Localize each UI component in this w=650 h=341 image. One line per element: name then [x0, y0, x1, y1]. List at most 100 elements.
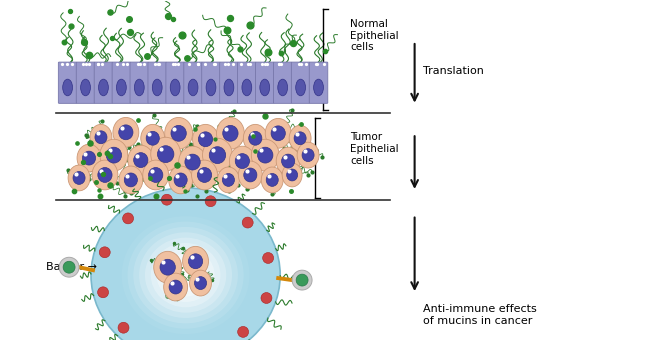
- Ellipse shape: [209, 147, 226, 164]
- Ellipse shape: [180, 270, 191, 281]
- Ellipse shape: [91, 188, 280, 341]
- FancyBboxPatch shape: [274, 62, 292, 103]
- Ellipse shape: [151, 243, 220, 307]
- Ellipse shape: [73, 172, 85, 184]
- Ellipse shape: [174, 173, 187, 187]
- Ellipse shape: [162, 254, 209, 297]
- Ellipse shape: [194, 277, 207, 290]
- Ellipse shape: [244, 168, 257, 182]
- Circle shape: [242, 217, 253, 228]
- Circle shape: [59, 257, 79, 277]
- Ellipse shape: [113, 117, 139, 147]
- FancyBboxPatch shape: [130, 62, 149, 103]
- Ellipse shape: [297, 142, 319, 168]
- Circle shape: [98, 287, 109, 298]
- FancyBboxPatch shape: [291, 62, 310, 103]
- Ellipse shape: [249, 131, 262, 145]
- Ellipse shape: [198, 132, 213, 147]
- Ellipse shape: [188, 254, 203, 269]
- FancyBboxPatch shape: [184, 62, 202, 103]
- Ellipse shape: [239, 161, 262, 189]
- Ellipse shape: [154, 251, 181, 283]
- Text: Translation: Translation: [422, 66, 484, 76]
- Ellipse shape: [289, 125, 311, 151]
- Ellipse shape: [68, 165, 90, 191]
- Ellipse shape: [198, 167, 212, 182]
- Ellipse shape: [203, 138, 233, 172]
- Circle shape: [161, 194, 172, 205]
- Ellipse shape: [276, 147, 300, 175]
- Ellipse shape: [141, 124, 164, 152]
- Ellipse shape: [169, 280, 182, 294]
- Ellipse shape: [206, 79, 216, 96]
- Ellipse shape: [92, 160, 118, 190]
- Text: Anti-immune effects
of mucins in cancer: Anti-immune effects of mucins in cancer: [422, 304, 536, 326]
- Ellipse shape: [243, 124, 267, 152]
- Ellipse shape: [116, 79, 126, 96]
- Ellipse shape: [139, 232, 232, 318]
- Ellipse shape: [242, 79, 252, 96]
- Text: Normal
Epithelial
cells: Normal Epithelial cells: [350, 19, 398, 53]
- Ellipse shape: [252, 139, 280, 171]
- Ellipse shape: [296, 79, 306, 96]
- Circle shape: [205, 196, 216, 207]
- Ellipse shape: [224, 79, 234, 96]
- Ellipse shape: [168, 259, 203, 291]
- FancyBboxPatch shape: [58, 62, 77, 103]
- FancyBboxPatch shape: [309, 62, 328, 103]
- Circle shape: [296, 274, 308, 286]
- Ellipse shape: [257, 147, 273, 163]
- Ellipse shape: [100, 139, 128, 171]
- FancyBboxPatch shape: [220, 62, 238, 103]
- Ellipse shape: [313, 79, 324, 96]
- Ellipse shape: [95, 131, 107, 144]
- Ellipse shape: [146, 131, 159, 145]
- Ellipse shape: [133, 227, 238, 323]
- FancyBboxPatch shape: [112, 62, 131, 103]
- Circle shape: [118, 322, 129, 333]
- Ellipse shape: [164, 117, 192, 149]
- Ellipse shape: [119, 166, 143, 194]
- Ellipse shape: [134, 153, 148, 167]
- Ellipse shape: [83, 151, 96, 165]
- Ellipse shape: [266, 174, 278, 187]
- Ellipse shape: [183, 247, 209, 276]
- FancyBboxPatch shape: [76, 62, 95, 103]
- Circle shape: [99, 247, 111, 258]
- Ellipse shape: [157, 248, 215, 302]
- Ellipse shape: [222, 174, 235, 187]
- Circle shape: [263, 253, 274, 264]
- Text: Tumor
Epithelial
cells: Tumor Epithelial cells: [350, 132, 398, 165]
- Ellipse shape: [157, 146, 174, 163]
- Ellipse shape: [160, 259, 176, 275]
- Ellipse shape: [265, 118, 291, 148]
- Ellipse shape: [302, 149, 314, 162]
- Ellipse shape: [164, 273, 188, 301]
- Ellipse shape: [171, 125, 187, 141]
- Ellipse shape: [77, 144, 101, 172]
- Ellipse shape: [124, 173, 137, 187]
- FancyBboxPatch shape: [202, 62, 220, 103]
- Ellipse shape: [192, 160, 218, 190]
- Ellipse shape: [122, 216, 250, 334]
- Circle shape: [261, 293, 272, 303]
- Ellipse shape: [81, 79, 90, 96]
- Ellipse shape: [98, 167, 112, 182]
- Ellipse shape: [216, 117, 244, 149]
- Ellipse shape: [106, 147, 122, 163]
- Ellipse shape: [229, 146, 255, 176]
- Ellipse shape: [261, 167, 283, 193]
- Ellipse shape: [90, 124, 112, 150]
- Ellipse shape: [135, 79, 144, 96]
- Ellipse shape: [294, 132, 306, 145]
- FancyBboxPatch shape: [148, 62, 166, 103]
- Circle shape: [63, 261, 75, 273]
- Ellipse shape: [128, 145, 154, 175]
- Ellipse shape: [99, 79, 109, 96]
- Ellipse shape: [188, 79, 198, 96]
- Ellipse shape: [218, 167, 239, 193]
- Ellipse shape: [185, 154, 200, 170]
- Ellipse shape: [287, 169, 298, 181]
- Circle shape: [292, 270, 312, 290]
- Ellipse shape: [190, 270, 211, 296]
